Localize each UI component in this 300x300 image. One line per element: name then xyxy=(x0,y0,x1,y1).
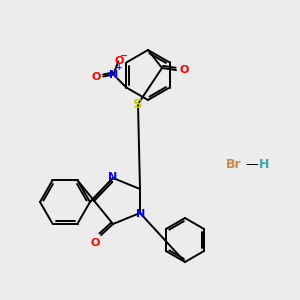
Text: —: — xyxy=(246,158,258,172)
Text: O: O xyxy=(92,71,101,82)
Text: Br: Br xyxy=(226,158,242,172)
Text: S: S xyxy=(133,98,143,110)
Text: N: N xyxy=(109,70,118,80)
Text: −: − xyxy=(120,50,128,61)
Text: N: N xyxy=(108,172,118,182)
Text: +: + xyxy=(115,64,122,73)
Text: O: O xyxy=(115,56,124,65)
Text: O: O xyxy=(90,238,100,248)
Text: N: N xyxy=(136,209,146,219)
Text: H: H xyxy=(259,158,269,172)
Text: O: O xyxy=(179,65,189,75)
